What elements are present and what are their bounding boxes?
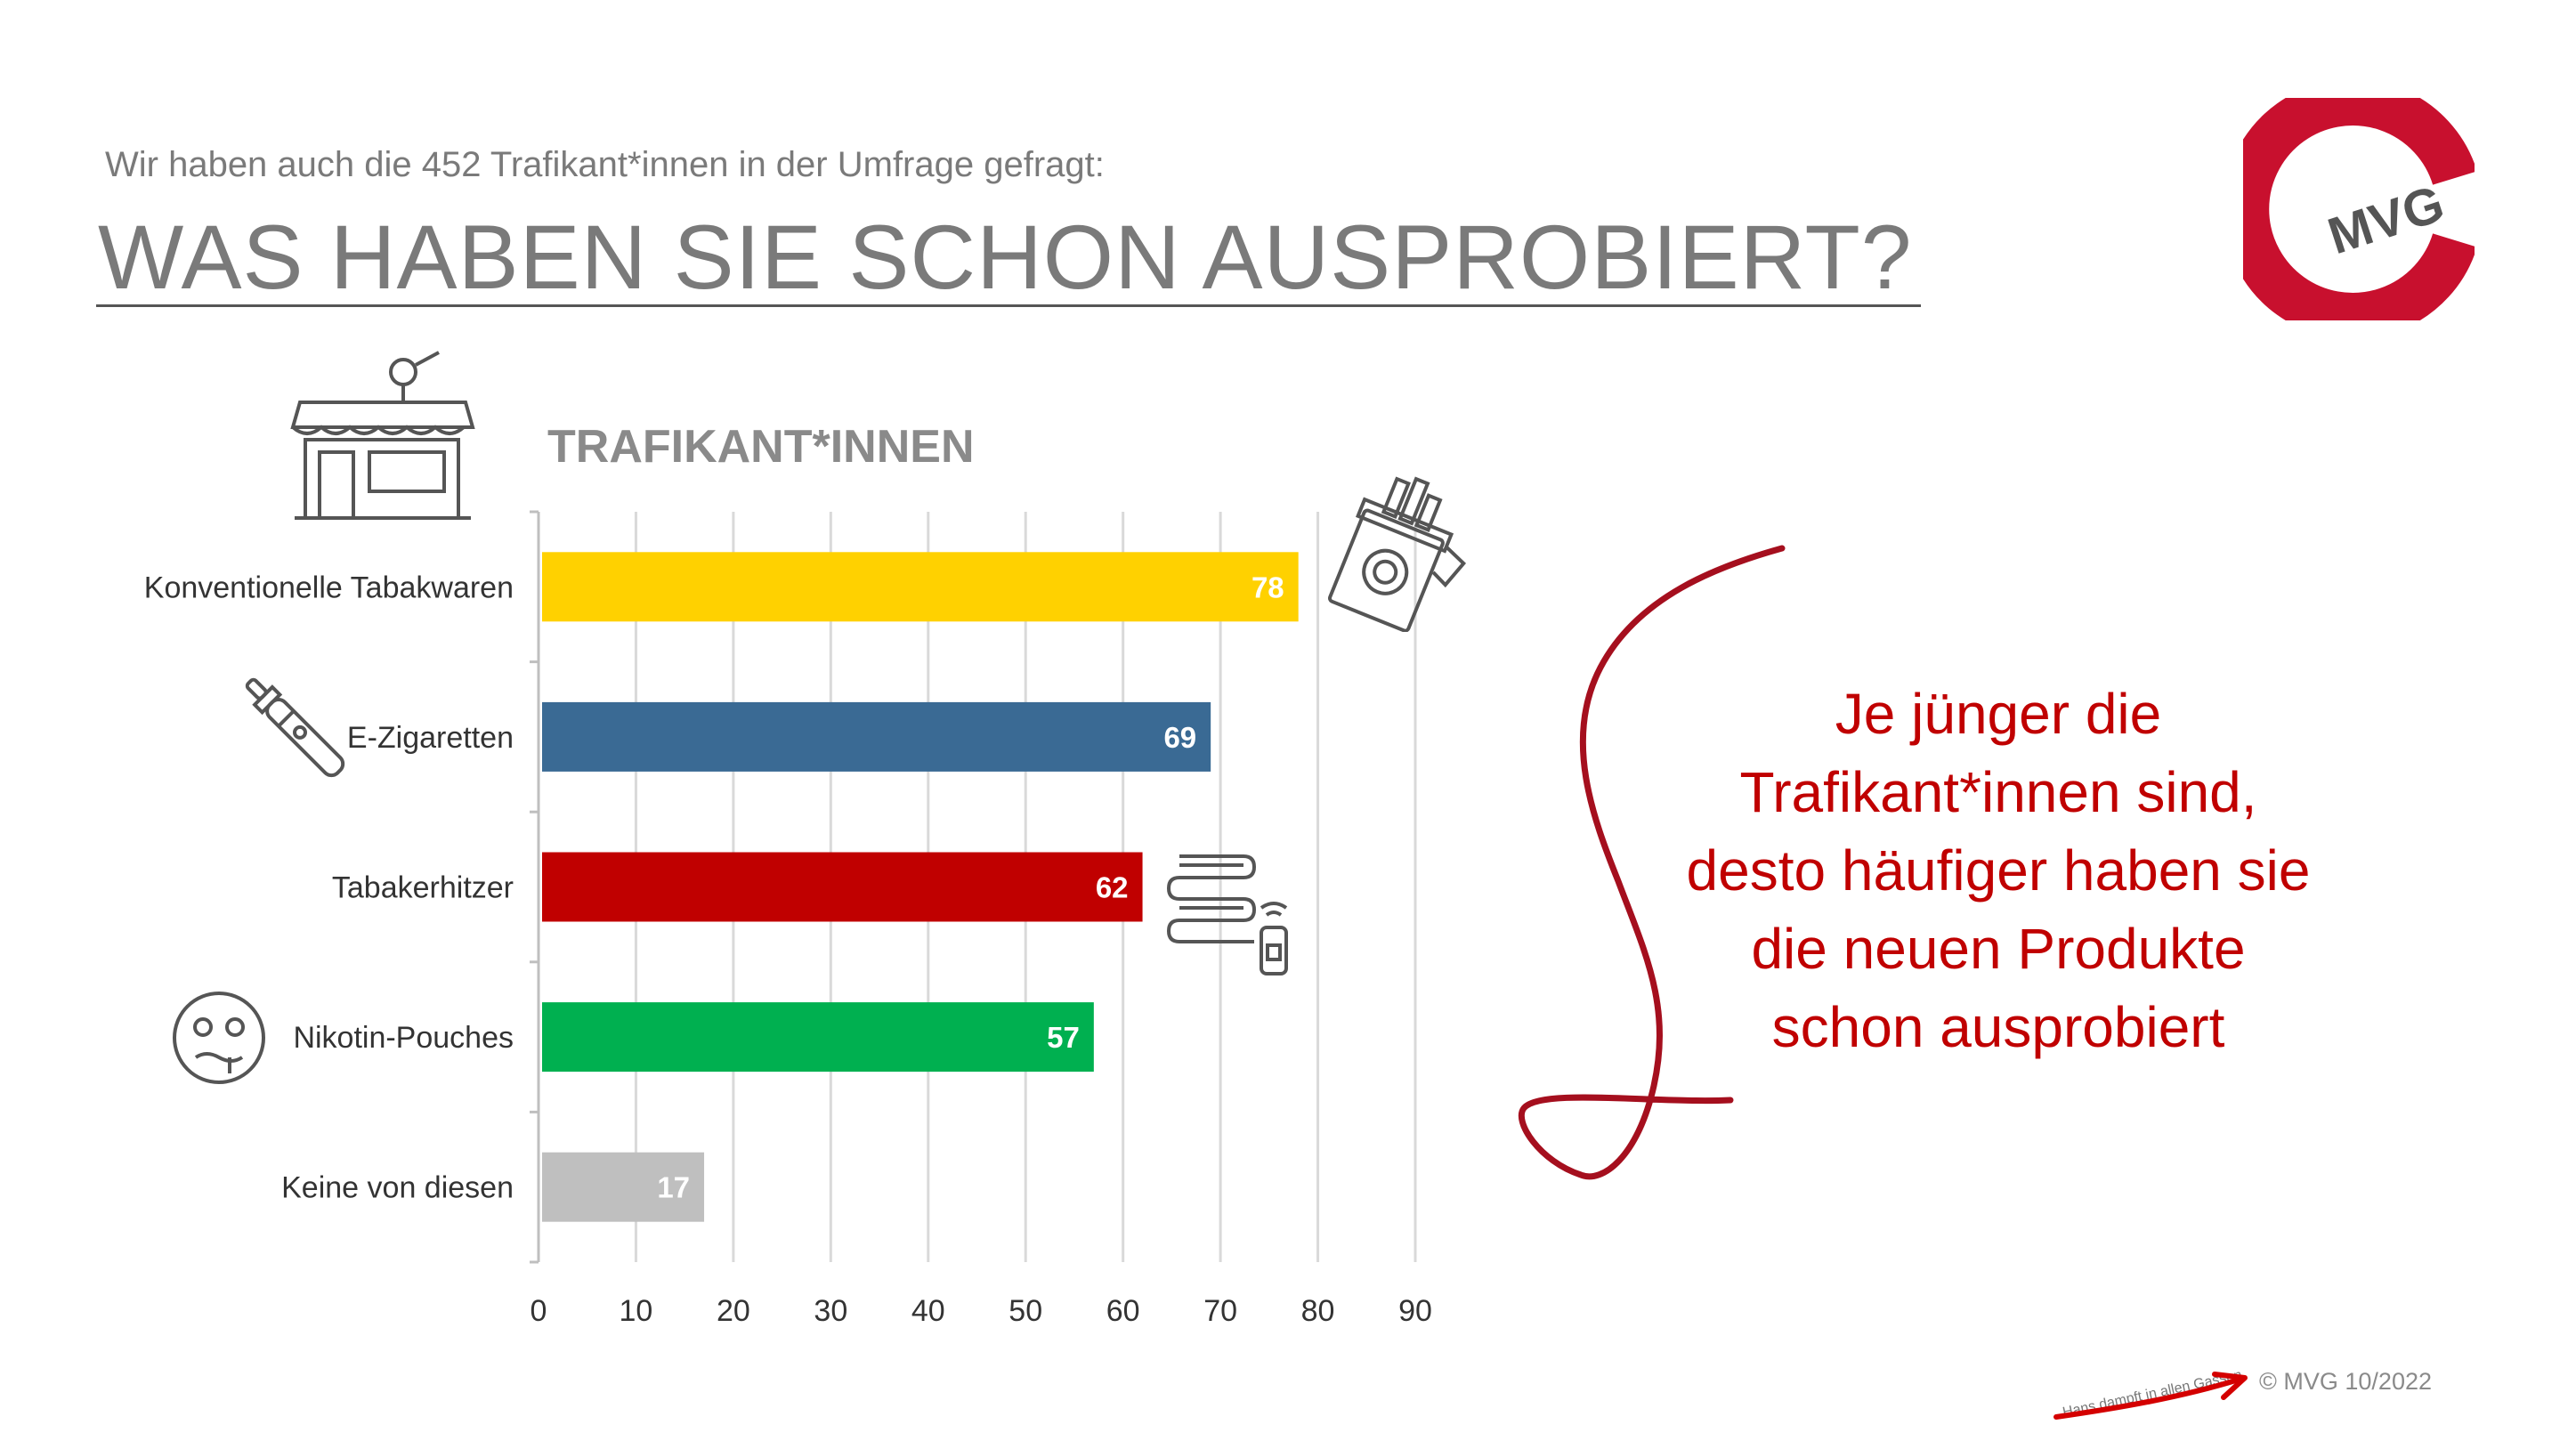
bars bbox=[542, 552, 1299, 1222]
tick-label: 50 bbox=[1009, 1294, 1042, 1328]
category-labels: Konventionelle Tabakwaren E-Zigaretten Tab… bbox=[144, 571, 514, 1204]
tick-labels: 0 10 20 30 40 50 60 70 80 90 bbox=[531, 1294, 1432, 1328]
tick-label: 60 bbox=[1106, 1294, 1140, 1328]
tick-label: 10 bbox=[620, 1294, 653, 1328]
tick-label: 90 bbox=[1398, 1294, 1432, 1328]
callout-line: Je jünger die bbox=[1835, 682, 2162, 746]
kiosk-icon bbox=[290, 351, 475, 520]
mvg-logo: MVG bbox=[2243, 98, 2475, 320]
bar bbox=[542, 1002, 1094, 1073]
value-labels: 78 69 62 57 17 bbox=[657, 571, 1284, 1203]
category-label: Nikotin-Pouches bbox=[293, 1021, 514, 1055]
copyright: © MVG 10/2022 bbox=[2259, 1368, 2432, 1395]
callout-line: schon ausprobiert bbox=[1771, 995, 2225, 1059]
title-underline bbox=[96, 304, 1921, 307]
category-label: Keine von diesen bbox=[281, 1171, 514, 1205]
tick-label: 0 bbox=[531, 1294, 547, 1328]
bar bbox=[542, 552, 1299, 622]
tick-label: 20 bbox=[717, 1294, 750, 1328]
subtitle: Wir haben auch die 452 Trafikant*innen i… bbox=[105, 145, 1105, 184]
cigarette-pack-icon bbox=[1327, 476, 1467, 632]
value-label: 62 bbox=[1096, 871, 1129, 904]
e-cigarette-icon bbox=[245, 677, 345, 778]
value-label: 78 bbox=[1252, 571, 1284, 603]
slogan-arrow: Hans dampft in allen Gassen bbox=[2054, 1368, 2248, 1421]
callout-line: desto häufiger haben sie bbox=[1686, 838, 2311, 903]
bar bbox=[542, 852, 1143, 922]
tick-label: 70 bbox=[1203, 1294, 1237, 1328]
value-label: 69 bbox=[1163, 721, 1196, 754]
tick-label: 80 bbox=[1301, 1294, 1335, 1328]
tick-label: 40 bbox=[911, 1294, 945, 1328]
bar bbox=[542, 1152, 705, 1222]
callout-line: die neuen Produkte bbox=[1751, 917, 2246, 981]
page-title: WAS HABEN SIE SCHON AUSPROBIERT? bbox=[98, 206, 1913, 308]
nauseous-face-icon bbox=[173, 992, 265, 1084]
bar-chart: Konventionelle Tabakwaren E-Zigaretten Tab… bbox=[144, 510, 1432, 1328]
heated-tobacco-icon bbox=[1166, 854, 1288, 975]
callout-line: Trafikant*innen sind, bbox=[1739, 760, 2257, 824]
category-axis bbox=[530, 510, 540, 1264]
chart-title: TRAFIKANT*INNEN bbox=[547, 421, 975, 473]
tick-label: 30 bbox=[814, 1294, 847, 1328]
decorative-bracket-swirl bbox=[1518, 545, 1786, 1180]
value-label: 17 bbox=[657, 1171, 690, 1204]
category-label: Tabakerhitzer bbox=[332, 871, 514, 905]
category-label: Konventionelle Tabakwaren bbox=[144, 571, 514, 604]
bar bbox=[542, 701, 1211, 772]
category-label: E-Zigaretten bbox=[347, 721, 514, 755]
callout-text: Je jünger die Trafikant*innen sind, dest… bbox=[1633, 675, 2363, 1066]
value-label: 57 bbox=[1047, 1021, 1080, 1054]
